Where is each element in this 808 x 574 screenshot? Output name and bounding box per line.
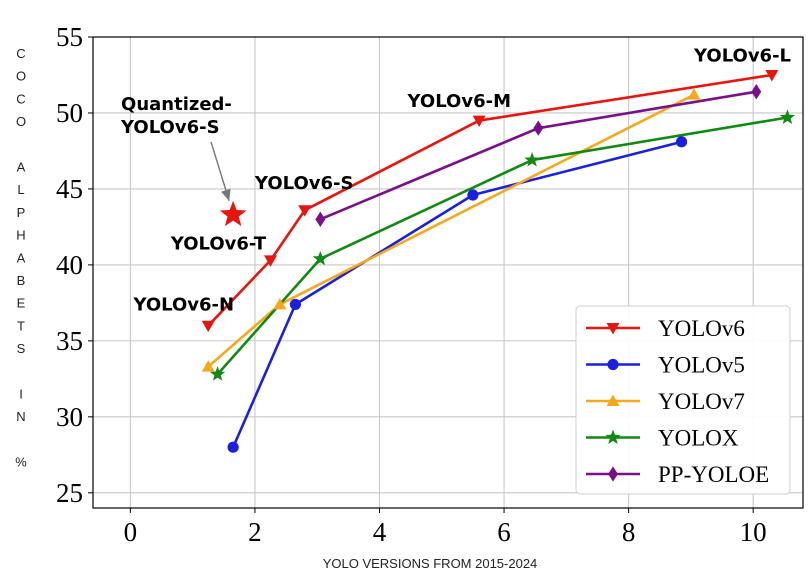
pp-yoloe-point — [533, 120, 544, 136]
x-axis-label: YOLO VERSIONS FROM 2015-2024 — [323, 556, 538, 571]
y-axis-label-char: A — [17, 250, 26, 265]
yolox-point — [209, 366, 226, 381]
x-tick-label: 6 — [497, 517, 511, 547]
yolov6-point — [472, 115, 486, 128]
annotation-label: YOLOv6-S — [254, 173, 354, 194]
y-axis-label-char: P — [17, 205, 26, 220]
tick-labels: 0 2 4 6 8 10 25 30 35 40 45 50 55 — [56, 22, 767, 547]
legend-marker-yolov6 — [606, 323, 620, 335]
y-axis-label-char: O — [16, 114, 26, 129]
x-tick-label: 4 — [373, 517, 387, 547]
y-tick-label: 35 — [56, 326, 83, 356]
yolox-point — [779, 109, 796, 124]
y-axis-label-char: H — [16, 228, 25, 243]
y-axis-label-char: % — [15, 455, 27, 470]
yolov7-point — [687, 88, 701, 100]
pp-yoloe-point — [315, 211, 326, 227]
legend-label-yolox: YOLOX — [658, 426, 739, 451]
legend-label-pp-yoloe: PP-YOLOE — [658, 462, 769, 487]
quantized-label: YOLOv6-S — [120, 117, 220, 138]
y-axis-label-char: N — [16, 409, 25, 424]
annotation-label: YOLOv6-T — [170, 234, 267, 255]
y-tick-label: 55 — [56, 22, 83, 52]
yolov5-point — [289, 298, 301, 310]
y-axis-label-char: O — [16, 69, 26, 84]
yolov7-point — [273, 297, 287, 310]
legend-label-yolov6: YOLOv6 — [658, 316, 745, 341]
annotation-label: YOLOv6-N — [132, 294, 234, 315]
yolox-line — [216, 116, 788, 376]
yolov7-point — [201, 360, 215, 372]
yolov6-point — [201, 320, 215, 333]
y-tick-label: 40 — [56, 250, 83, 280]
plot-frame — [92, 36, 804, 509]
y-tick-label: 50 — [56, 98, 83, 128]
y-axis-label-char: B — [17, 273, 26, 288]
series-markers — [201, 70, 796, 453]
quantized-yolov6-s-point — [219, 200, 247, 227]
x-tick-label: 2 — [248, 517, 262, 547]
yolox-point — [524, 152, 540, 167]
legend: YOLOv6 YOLOv5 YOLOv7 YOLOX PP-YOLOE — [575, 305, 791, 495]
legend-box — [575, 305, 791, 495]
legend-marker-yolov7 — [606, 394, 620, 406]
y-axis-label-char: A — [17, 160, 26, 175]
legend-marker-yolov5 — [607, 358, 619, 371]
y-axis-label-char: I — [19, 387, 23, 402]
yolov5-point — [467, 189, 479, 201]
yolov5-point — [227, 441, 239, 453]
quantized-arrowhead — [221, 188, 231, 201]
y-axis-label-char: C — [16, 46, 25, 61]
y-tick-label: 30 — [56, 402, 83, 432]
yolov5-point — [675, 136, 688, 148]
yolox-point — [312, 250, 328, 266]
annotation-label: YOLOv6-L — [693, 45, 791, 66]
yolov6-point — [298, 205, 312, 217]
quantized-label: Quantized- — [121, 94, 232, 115]
annotation-label: YOLOv6-M — [407, 91, 511, 112]
legend-marker-yolox — [605, 429, 621, 444]
annotations: YOLOv6-N YOLOv6-T YOLOv6-S YOLOv6-M YOLOv6-L… — [120, 45, 791, 315]
y-axis-label-char: E — [17, 296, 26, 311]
y-axis-label-char: T — [17, 318, 25, 333]
legend-label-yolov7: YOLOv7 — [658, 389, 745, 414]
x-tick-label: 0 — [124, 517, 138, 547]
legend-label-yolov5: YOLOv5 — [658, 353, 745, 378]
pp-yoloe-point — [751, 84, 762, 100]
x-tick-label: 10 — [740, 517, 767, 547]
legend-marker-pp-yoloe — [608, 466, 618, 482]
yolov6-point — [765, 70, 779, 82]
x-tick-label: 8 — [622, 517, 636, 547]
yolov5-line — [231, 140, 682, 448]
y-tick-label: 45 — [56, 174, 83, 204]
y-axis-label-char: L — [17, 182, 24, 197]
y-tick-label: 25 — [56, 478, 83, 508]
yolov6-point — [264, 255, 277, 267]
y-axis-label-char: S — [17, 341, 26, 356]
y-axis-label-char: C — [16, 91, 25, 106]
